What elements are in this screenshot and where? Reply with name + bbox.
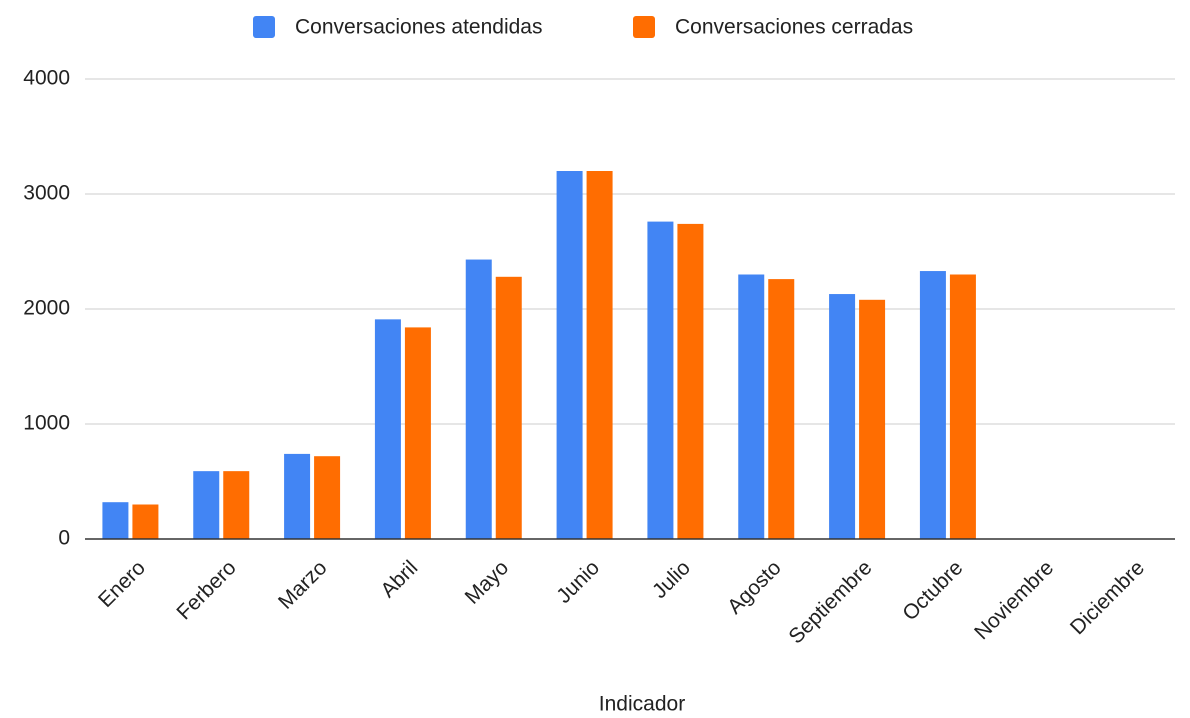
x-tick-label: Junio bbox=[552, 556, 604, 608]
bar bbox=[495, 276, 522, 539]
x-tick-label: Ferbero bbox=[172, 556, 240, 624]
y-tick-label: 3000 bbox=[23, 182, 70, 205]
x-tick-label: Octubre bbox=[898, 556, 967, 625]
bar bbox=[556, 171, 583, 539]
y-tick-label: 4000 bbox=[23, 67, 70, 90]
bar bbox=[465, 259, 492, 539]
bar bbox=[374, 319, 401, 539]
x-axis-title: Indicador bbox=[599, 693, 685, 716]
bar bbox=[919, 271, 946, 539]
x-tick-label: Julio bbox=[648, 556, 695, 603]
bar bbox=[647, 221, 674, 539]
bar bbox=[223, 471, 250, 539]
bar bbox=[677, 223, 704, 539]
y-tick-label: 0 bbox=[58, 527, 70, 550]
legend-label: Conversaciones cerradas bbox=[675, 16, 913, 39]
x-tick-label: Diciembre bbox=[1066, 556, 1149, 639]
bar bbox=[738, 274, 765, 539]
bar bbox=[859, 299, 886, 539]
bar bbox=[404, 327, 431, 539]
bar bbox=[284, 453, 311, 539]
x-tick-label: Noviembre bbox=[970, 556, 1058, 644]
legend-label: Conversaciones atendidas bbox=[295, 16, 543, 39]
bar bbox=[132, 504, 159, 539]
legend-swatch bbox=[633, 16, 655, 38]
x-tick-label: Mayo bbox=[461, 556, 514, 609]
x-tick-label: Enero bbox=[94, 556, 150, 612]
legend-swatch bbox=[253, 16, 275, 38]
bar bbox=[314, 456, 341, 539]
y-tick-label: 2000 bbox=[23, 297, 70, 320]
bar bbox=[829, 294, 856, 539]
x-tick-label: Abril bbox=[376, 556, 422, 602]
x-tick-label: Marzo bbox=[274, 556, 332, 614]
bar bbox=[102, 502, 129, 539]
x-tick-label: Agosto bbox=[723, 556, 786, 619]
y-tick-label: 1000 bbox=[23, 412, 70, 435]
bar bbox=[768, 279, 795, 539]
bar bbox=[586, 171, 613, 539]
bar bbox=[949, 274, 976, 539]
x-tick-label: Septiembre bbox=[784, 556, 876, 648]
bar bbox=[193, 471, 220, 539]
